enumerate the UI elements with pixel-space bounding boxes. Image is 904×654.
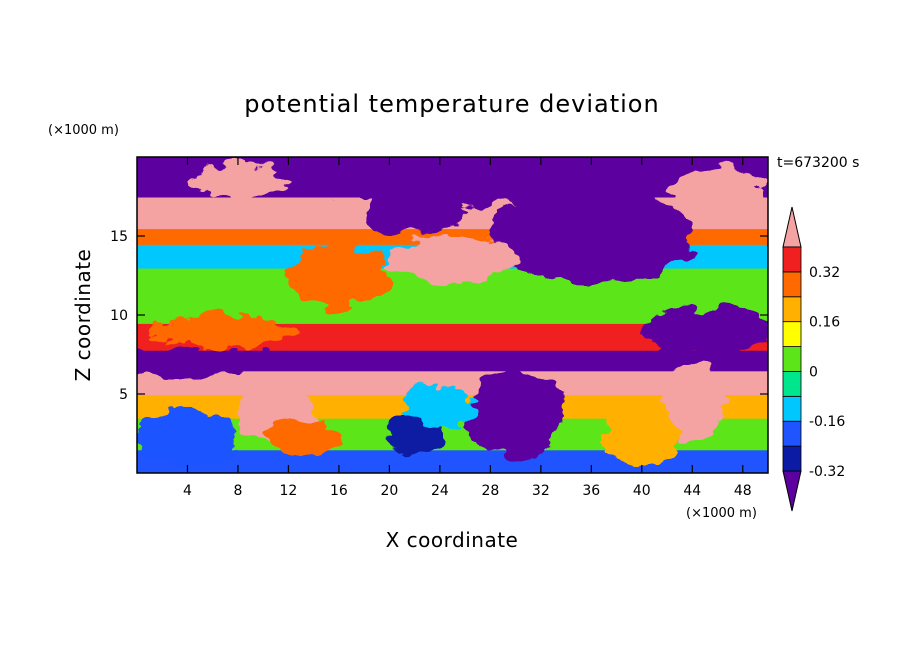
blob xyxy=(187,164,289,197)
blob xyxy=(402,384,478,429)
blob xyxy=(149,315,302,347)
blob-layer xyxy=(137,157,768,467)
blob xyxy=(137,409,238,467)
y-axis-unit: (×1000 m) xyxy=(48,123,119,138)
colorbar-swatch xyxy=(782,395,802,422)
field-layer xyxy=(137,157,768,473)
blob xyxy=(288,243,390,308)
blob xyxy=(490,188,693,284)
colorbar-swatch xyxy=(782,271,802,298)
x-tick-label: 36 xyxy=(582,483,600,499)
colorbar-label: -0.32 xyxy=(809,464,845,480)
x-tick-label: 32 xyxy=(532,483,550,499)
x-tick-label: 44 xyxy=(683,483,701,499)
x-tick-label: 40 xyxy=(633,483,651,499)
colorbar-swatch xyxy=(782,420,802,447)
time-label: t=673200 s xyxy=(777,155,859,171)
x-tick-label: 28 xyxy=(481,483,499,499)
colorbar-swatch xyxy=(782,321,802,347)
x-axis-label: X coordinate xyxy=(386,528,519,552)
blob xyxy=(667,169,768,208)
y-tick-label: 10 xyxy=(110,308,128,324)
blob xyxy=(364,190,466,235)
colorbar: 0.32 0.16 0 -0.16 -0.32 xyxy=(782,206,845,512)
x-tick-label: 12 xyxy=(280,483,298,499)
x-axis-unit: (×1000 m) xyxy=(686,506,757,521)
colorbar-top-arrow xyxy=(782,206,802,248)
colorbar-label: 0 xyxy=(809,364,818,380)
blob xyxy=(263,419,339,458)
blob xyxy=(137,349,276,376)
x-tick-label: 8 xyxy=(233,483,242,499)
blob xyxy=(603,401,680,466)
y-tick-label: 15 xyxy=(110,229,128,245)
colorbar-label: 0.32 xyxy=(809,265,840,281)
colorbar-bottom-arrow xyxy=(782,470,802,512)
x-axis-ticks: 4 8 12 16 20 24 28 32 36 40 44 48 xyxy=(183,157,752,499)
colorbar-label: -0.16 xyxy=(809,414,845,430)
colorbar-swatch xyxy=(782,346,802,372)
blob xyxy=(641,307,768,355)
colorbar-label: 0.16 xyxy=(809,315,840,331)
blob xyxy=(465,368,567,458)
x-tick-label: 48 xyxy=(734,483,752,499)
colorbar-swatch xyxy=(782,371,802,397)
colorbar-swatch xyxy=(782,246,802,273)
x-tick-label: 24 xyxy=(431,483,449,499)
y-axis-ticks: 5 10 15 xyxy=(110,229,768,403)
colorbar-swatch xyxy=(782,445,802,472)
y-axis-label: Z coordinate xyxy=(71,249,95,382)
x-tick-label: 20 xyxy=(380,483,398,499)
band xyxy=(137,349,768,372)
colorbar-swatch xyxy=(782,296,802,323)
chart-title: potential temperature deviation xyxy=(244,90,659,118)
blob xyxy=(389,236,516,284)
x-tick-label: 4 xyxy=(183,483,192,499)
y-tick-label: 5 xyxy=(119,387,128,403)
x-tick-label: 16 xyxy=(330,483,348,499)
